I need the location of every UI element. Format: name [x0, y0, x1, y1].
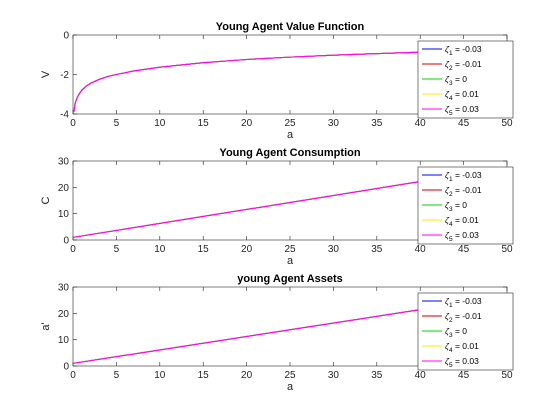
legend: ζ1 = -0.03 ζ2 = -0.01 ζ3 = 0 ζ4 = 0.01 ζ5 = …: [417, 292, 514, 371]
chart-panel-1: 0 5 10 15 20 25 30 35 40 45 50 -4 -2 0 Young Agent Val…: [40, 21, 514, 141]
x-tick-label: 25: [284, 244, 296, 255]
x-tick-label: 30: [328, 370, 340, 381]
y-tick-label: 20: [58, 183, 70, 194]
x-tick-label: 50: [501, 118, 513, 129]
x-tick-label: 35: [371, 370, 383, 381]
y-tick-label: 0: [63, 362, 69, 373]
x-tick-label: 5: [114, 244, 120, 255]
chart-panel-2: 0 5 10 15 20 25 30 35 40 45 50 0 10 20 30 Young Agent C…: [40, 147, 514, 267]
legend-label-4: ζ4 = 0.01: [445, 341, 479, 354]
x-tick-label: 50: [501, 370, 513, 381]
x-tick-label: 50: [501, 244, 513, 255]
legend-label-3: ζ3 = 0: [445, 74, 467, 87]
chart-title: Young Agent Consumption: [219, 147, 360, 159]
y-tick-label: 10: [58, 209, 70, 220]
x-tick-label: 10: [154, 118, 166, 129]
x-tick-label: 45: [458, 244, 470, 255]
chart-title: Young Agent Value Function: [216, 21, 365, 33]
x-tick-label: 25: [284, 370, 296, 381]
legend-label-4: ζ4 = 0.01: [445, 89, 479, 102]
x-axis-label: a: [287, 129, 294, 141]
legend-label-1: ζ1 = -0.03: [445, 296, 482, 309]
legend: ζ1 = -0.03 ζ2 = -0.01 ζ3 = 0 ζ4 = 0.01 ζ5 = …: [417, 166, 514, 245]
x-tick-label: 20: [241, 118, 253, 129]
x-axis-label: a: [287, 255, 294, 267]
y-axis-label: C: [40, 196, 52, 204]
legend-label-5: ζ5 = 0.03: [445, 104, 479, 117]
x-tick-label: 10: [154, 244, 166, 255]
legend-label-2: ζ2 = -0.01: [445, 59, 482, 72]
x-tick-label: 5: [114, 118, 120, 129]
x-tick-label: 45: [458, 370, 470, 381]
x-tick-label: 40: [415, 118, 427, 129]
legend-label-1: ζ1 = -0.03: [445, 170, 482, 183]
x-tick-label: 15: [198, 370, 210, 381]
y-tick-label: 30: [58, 283, 70, 294]
x-axis-label: a: [287, 381, 294, 393]
y-tick-label: 0: [63, 31, 69, 42]
y-axis-label: V: [40, 70, 52, 78]
legend-label-5: ζ5 = 0.03: [445, 356, 479, 369]
legend-label-2: ζ2 = -0.01: [445, 311, 482, 324]
x-tick-label: 40: [415, 370, 427, 381]
legend-label-5: ζ5 = 0.03: [445, 230, 479, 243]
x-tick-label: 0: [70, 118, 76, 129]
x-tick-label: 0: [70, 244, 76, 255]
x-tick-label: 5: [114, 370, 120, 381]
x-tick-label: 30: [328, 244, 340, 255]
x-tick-label: 15: [198, 118, 210, 129]
legend-label-4: ζ4 = 0.01: [445, 215, 479, 228]
legend-label-3: ζ3 = 0: [445, 326, 467, 339]
x-tick-label: 45: [458, 118, 470, 129]
x-tick-label: 10: [154, 370, 166, 381]
x-tick-label: 20: [241, 370, 253, 381]
y-tick-label: 0: [63, 236, 69, 247]
x-tick-label: 25: [284, 118, 296, 129]
y-tick-label: -2: [60, 70, 69, 81]
legend: ζ1 = -0.03 ζ2 = -0.01 ζ3 = 0 ζ4 = 0.01 ζ5 = …: [417, 40, 514, 119]
y-tick-label: 30: [58, 157, 70, 168]
y-tick-label: 20: [58, 309, 70, 320]
x-tick-label: 35: [371, 118, 383, 129]
y-tick-label: -4: [60, 110, 69, 121]
x-tick-label: 15: [198, 244, 210, 255]
x-tick-label: 20: [241, 244, 253, 255]
legend-label-1: ζ1 = -0.03: [445, 44, 482, 57]
x-tick-label: 40: [415, 244, 427, 255]
chart-title: young Agent Assets: [237, 273, 343, 285]
series-line-5: [73, 49, 508, 113]
x-tick-label: 30: [328, 118, 340, 129]
legend-label-2: ζ2 = -0.01: [445, 185, 482, 198]
x-tick-label: 35: [371, 244, 383, 255]
y-tick-label: 10: [58, 335, 70, 346]
legend-label-3: ζ3 = 0: [445, 200, 467, 213]
y-axis-label: a': [40, 322, 52, 330]
chart-panel-3: 0 5 10 15 20 25 30 35 40 45 50 0 10 20 30 young Agent A…: [40, 273, 514, 393]
x-tick-label: 0: [70, 370, 76, 381]
